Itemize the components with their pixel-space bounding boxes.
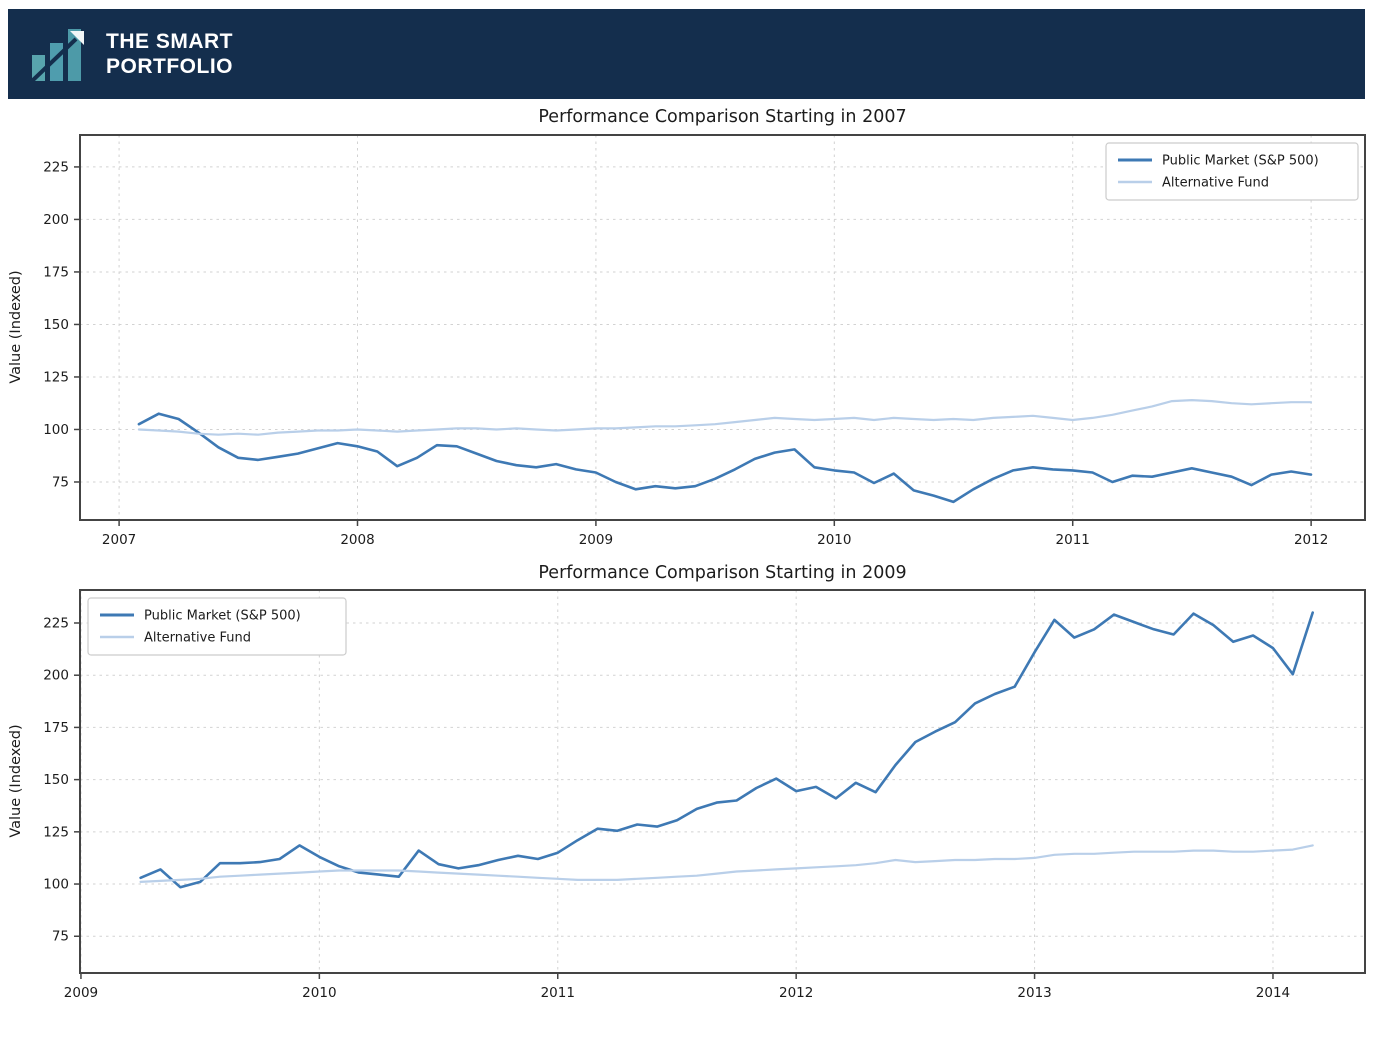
- x-tick-label: 2013: [1017, 985, 1051, 1001]
- legend-box: [1105, 142, 1359, 201]
- logo-bar-small: [32, 55, 45, 81]
- x-tick-label: 2011: [1056, 532, 1090, 548]
- y-tick-label: 100: [43, 422, 69, 438]
- chart-2009: 2009 2010 2011 2012 2013 2014 75 100 125 150 175 20…: [8, 563, 1366, 1001]
- legend-label: Alternative Fund: [1162, 176, 1269, 191]
- plot-border: [79, 589, 1366, 974]
- brand-name: THE SMART PORTFOLIO: [106, 29, 233, 79]
- plot-border: [79, 134, 1366, 521]
- logo-arrow: [30, 37, 78, 83]
- y-tick-label: 100: [43, 877, 69, 893]
- y-tick-label: 225: [43, 615, 69, 631]
- x-tick-label: 2010: [302, 985, 336, 1001]
- legend-label: Alternative Fund: [144, 631, 251, 646]
- x-tick-label: 2009: [579, 532, 613, 548]
- y-tick-label: 200: [43, 212, 69, 228]
- y-tick-label: 125: [43, 369, 69, 385]
- y-tick-label: 125: [43, 824, 69, 840]
- brand-header: THE SMART PORTFOLIO: [8, 9, 1365, 99]
- series-line-public-market-s-p-500: [139, 611, 1314, 889]
- y-tick-label: 175: [43, 720, 69, 736]
- x-tick-label: 2014: [1256, 985, 1290, 1001]
- y-tick-label: 150: [43, 772, 69, 788]
- y-tick-label: 75: [52, 474, 69, 490]
- y-axis-label: Value (Indexed): [8, 724, 24, 837]
- y-tick-label: 75: [52, 929, 69, 945]
- x-tick-label: 2008: [340, 532, 374, 548]
- y-axis-label: Value (Indexed): [8, 270, 24, 383]
- y-tick-label: 200: [43, 668, 69, 684]
- y-tick-label: 175: [43, 264, 69, 280]
- brand-name-line2: PORTFOLIO: [106, 55, 233, 78]
- x-tick-label: 2011: [541, 985, 575, 1001]
- x-tick-label: 2007: [102, 532, 136, 548]
- x-tick-label: 2012: [1294, 532, 1328, 548]
- brand-name-line1: THE SMART: [106, 30, 233, 53]
- chart-2007: 2007 2008 2009 2010 2011 2012 75 100 125 150 175 20…: [8, 107, 1366, 548]
- legend-label: Public Market (S&P 500): [144, 609, 301, 624]
- chart-title: Performance Comparison Starting in 2009: [538, 563, 906, 583]
- chart-title: Performance Comparison Starting in 2007: [538, 107, 906, 127]
- x-tick-label: 2009: [64, 985, 98, 1001]
- x-tick-label: 2012: [779, 985, 813, 1001]
- y-tick-label: 225: [43, 159, 69, 175]
- legend-box: [87, 597, 347, 656]
- series-line-alternative-fund: [137, 399, 1313, 436]
- brand-logo: [30, 25, 92, 83]
- legend-label: Public Market (S&P 500): [1162, 154, 1319, 169]
- logo-arrowhead-icon: [70, 31, 84, 45]
- series-line-public-market-s-p-500: [137, 412, 1313, 504]
- y-tick-label: 150: [43, 317, 69, 333]
- x-tick-label: 2010: [817, 532, 851, 548]
- series-line-alternative-fund: [139, 844, 1314, 884]
